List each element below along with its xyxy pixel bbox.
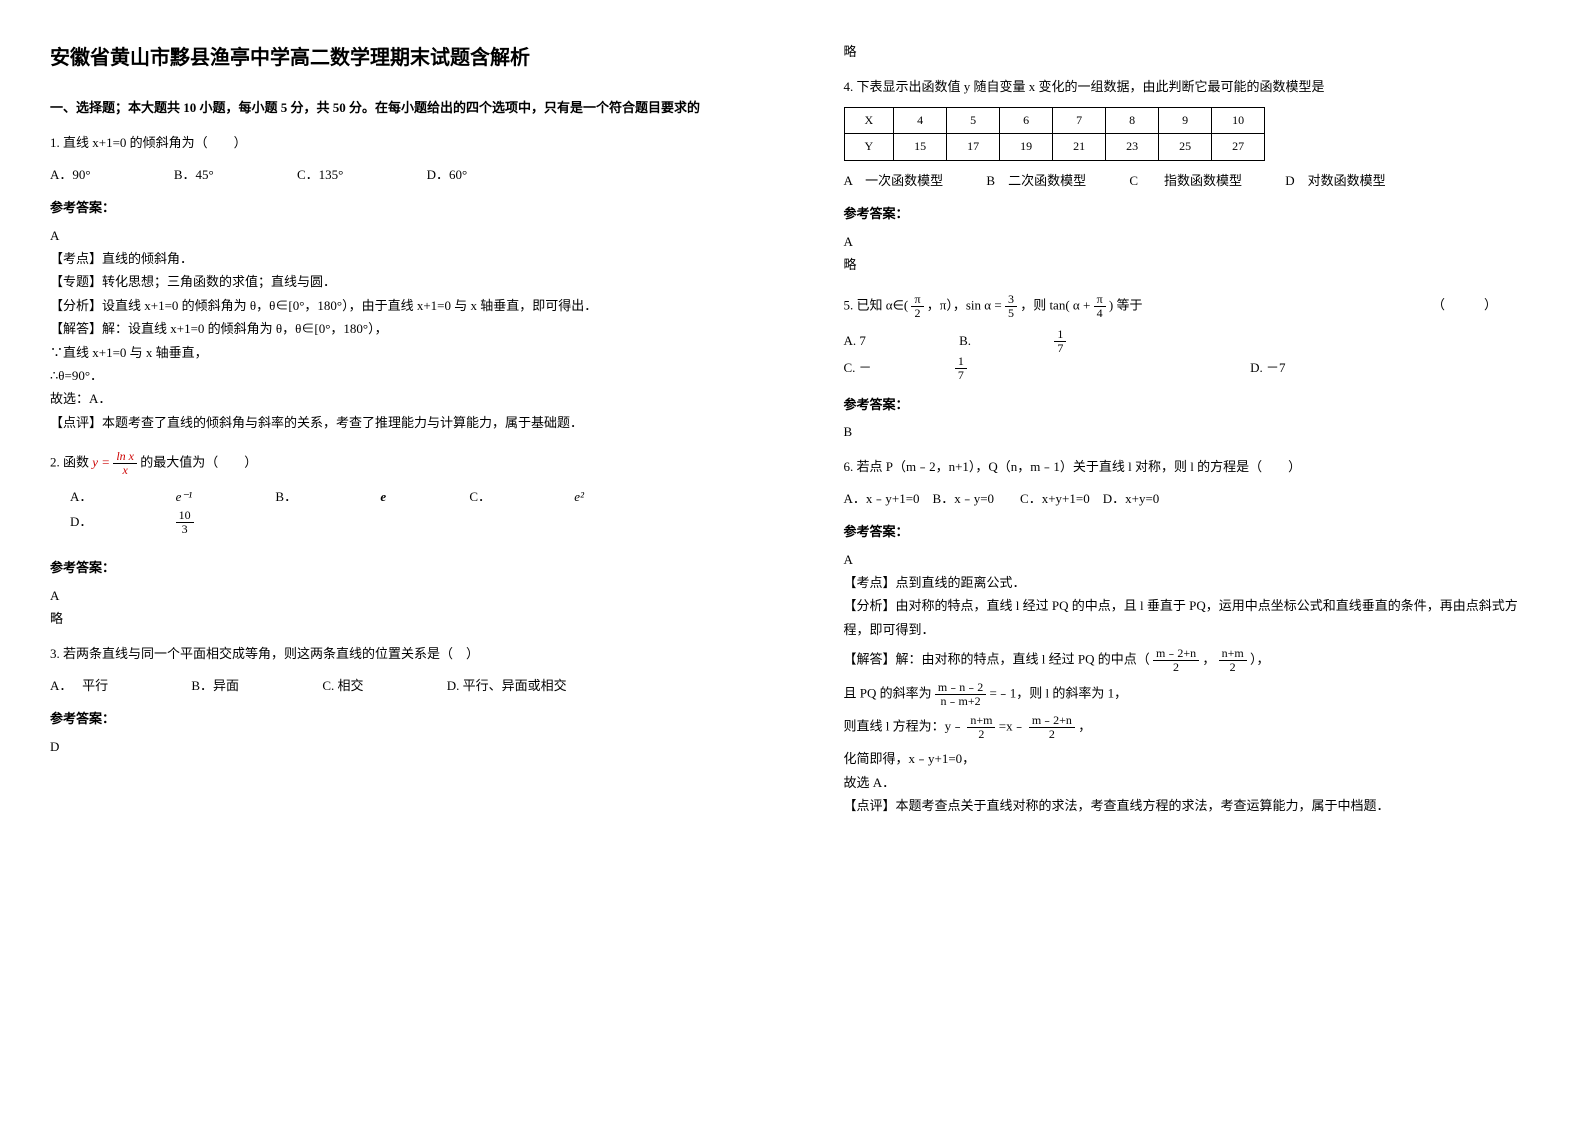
q2-frac: ln x x	[113, 450, 137, 477]
q1-optD: D．60°	[427, 163, 468, 186]
q6-line4: 且 PQ 的斜率为 m﹣n﹣2 n﹣m+2 =﹣1，则 l 的斜率为 1，	[844, 681, 1538, 708]
q2-prefix: 2. 函数	[50, 455, 89, 470]
q6-line6: 化简即得，x﹣y+1=0，	[844, 747, 1538, 770]
q6-answer: A	[844, 548, 1538, 571]
q1-optC: C．135°	[297, 163, 343, 186]
q3-answer: D	[50, 735, 744, 758]
q1-options: A．90° B．45° C．135° D．60°	[50, 163, 744, 186]
q5-answer: B	[844, 420, 1538, 443]
q6-line2: 【分析】由对称的特点，直线 l 经过 PQ 的中点，且 l 垂直于 PQ，运用中…	[844, 594, 1538, 641]
table-row-y: Y 15 17 19 21 23 25 27	[844, 134, 1265, 161]
q2-answer-label: 参考答案：	[50, 556, 744, 579]
q6-line7: 故选 A．	[844, 771, 1538, 794]
q2-optB: B． e	[275, 485, 386, 508]
q3-answer-label: 参考答案：	[50, 707, 744, 730]
q1-answer: A	[50, 224, 744, 247]
q6-answer-label: 参考答案：	[844, 520, 1538, 543]
q2-note: 略	[50, 607, 744, 630]
q6-line5: 则直线 l 方程为：y﹣ n+m 2 =x﹣ m﹣2+n 2 ，	[844, 714, 1538, 741]
q3-optB: B．异面	[191, 674, 239, 697]
q1-line6: ∴θ=90°．	[50, 364, 744, 387]
q5-options: A. 7 B. 1 7 C. － 1 7 D. －7	[844, 328, 1538, 383]
q5-answer-label: 参考答案：	[844, 393, 1538, 416]
q1-line8: 【点评】本题考查了直线的倾斜角与斜率的关系，考查了推理能力与计算能力，属于基础题…	[50, 411, 744, 434]
q2-num: ln x	[113, 450, 137, 464]
q1-optA: A．90°	[50, 163, 91, 186]
q1-line1: 【考点】直线的倾斜角．	[50, 247, 744, 270]
q1-line5: ∵直线 x+1=0 与 x 轴垂直，	[50, 341, 744, 364]
right-top-note: 略	[844, 40, 1538, 63]
q3-optD: D. 平行、异面或相交	[447, 674, 567, 697]
left-column: 安徽省黄山市黟县渔亭中学高二数学理期末试题含解析 一、选择题；本大题共 10 小…	[0, 0, 794, 1122]
q1-answer-label: 参考答案：	[50, 196, 744, 219]
q2-optC: C． e²	[469, 485, 584, 508]
q1-text: 1. 直线 x+1=0 的倾斜角为（ ）	[50, 131, 744, 154]
section-header: 一、选择题；本大题共 10 小题，每小题 5 分，共 50 分。在每小题给出的四…	[50, 96, 744, 119]
q4-table: X 4 5 6 7 8 9 10 Y 15 17 19 21 23 25 27	[844, 107, 1266, 161]
q3-options: A． 平行 B．异面 C. 相交 D. 平行、异面或相交	[50, 674, 744, 697]
q5: 5. 已知 α∈( π 2 ，π），sin α = 3 5 ，则 tan( α …	[844, 293, 1538, 320]
q2-answer: A	[50, 584, 744, 607]
q2-den: x	[113, 464, 137, 477]
q4-options: A 一次函数模型 B 二次函数模型 C 指数函数模型 D 对数函数模型	[844, 169, 1538, 192]
right-column: 略 4. 下表显示出函数值 y 随自变量 x 变化的一组数据，由此判断它最可能的…	[794, 0, 1587, 1122]
q4-text: 4. 下表显示出函数值 y 随自变量 x 变化的一组数据，由此判断它最可能的函数…	[844, 75, 1538, 98]
q1-line4: 【解答】解：设直线 x+1=0 的倾斜角为 θ，θ∈[0°，180°），	[50, 317, 744, 340]
q1-line2: 【专题】转化思想；三角函数的求值；直线与圆．	[50, 270, 744, 293]
q6-line3: 【解答】解：由对称的特点，直线 l 经过 PQ 的中点（ m﹣2+n 2 ， n…	[844, 647, 1538, 674]
q6-text: 6. 若点 P（m﹣2，n+1），Q（n，m﹣1）关于直线 l 对称，则 l 的…	[844, 455, 1538, 478]
q3-optC: C. 相交	[322, 674, 363, 697]
q6-options: A．x﹣y+1=0 B．x﹣y=0 C．x+y+1=0 D．x+y=0	[844, 487, 1538, 510]
q1-optB: B．45°	[174, 163, 214, 186]
q2-optD: D． 10 3	[70, 509, 354, 536]
q2-suffix: 的最大值为（ ）	[140, 455, 257, 470]
q4-note: 略	[844, 253, 1538, 276]
q2-y: y =	[92, 455, 110, 470]
q1-line7: 故选：A．	[50, 387, 744, 410]
q3-text: 3. 若两条直线与同一个平面相交成等角，则这两条直线的位置关系是（ ）	[50, 642, 744, 665]
table-row-x: X 4 5 6 7 8 9 10	[844, 107, 1265, 134]
q4-answer-label: 参考答案：	[844, 202, 1538, 225]
q6-line1: 【考点】点到直线的距离公式．	[844, 571, 1538, 594]
q2-optA: A． e⁻¹	[70, 485, 192, 508]
q2: 2. 函数 y = ln x x 的最大值为（ ）	[50, 450, 744, 477]
q2-options: A． e⁻¹ B． e C． e² D． 10 3	[70, 485, 744, 536]
q6-line8: 【点评】本题考查点关于直线对称的求法，考查直线方程的求法，考查运算能力，属于中档…	[844, 794, 1538, 817]
q1-line3: 【分析】设直线 x+1=0 的倾斜角为 θ，θ∈[0°，180°），由于直线 x…	[50, 294, 744, 317]
doc-title: 安徽省黄山市黟县渔亭中学高二数学理期末试题含解析	[50, 40, 744, 76]
q3-optA: A． 平行	[50, 674, 108, 697]
q4-answer: A	[844, 230, 1538, 253]
